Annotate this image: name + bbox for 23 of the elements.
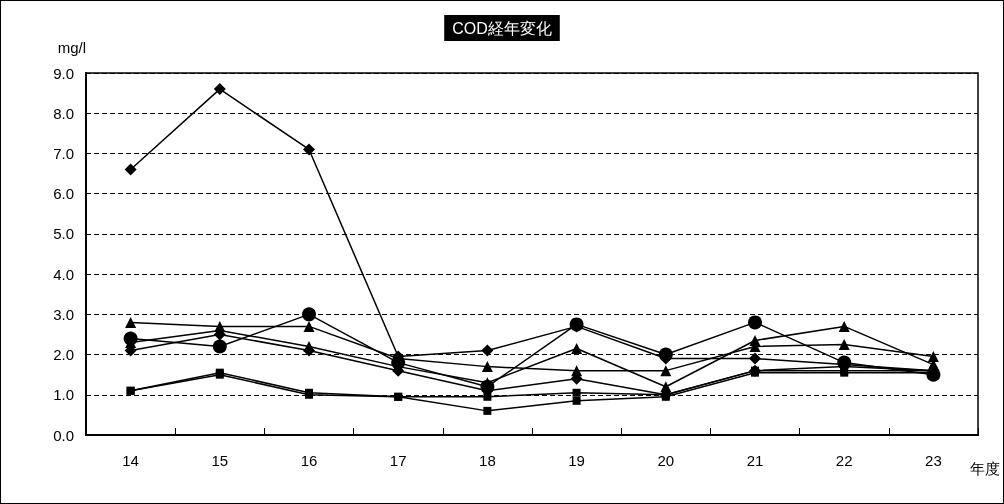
x-tick-label: 21	[746, 452, 764, 469]
y-tick-label: 7.0	[53, 144, 74, 162]
x-tick-label: 19	[568, 452, 585, 469]
y-tick-label: 4.0	[53, 265, 74, 283]
x-tick-label: 16	[300, 452, 318, 469]
x-tick-label: 20	[657, 452, 675, 469]
y-tick-label: 8.0	[53, 104, 74, 122]
y-tick-label: 0.0	[53, 426, 74, 444]
x-tick-label: 22	[835, 452, 853, 469]
x-axis-title: 年度	[970, 460, 1000, 477]
chart-title: COD経年変化	[452, 19, 552, 37]
y-tick-label: 6.0	[53, 185, 74, 203]
y-tick-label: 2.0	[53, 346, 74, 364]
y-tick-label: 3.0	[53, 305, 74, 323]
y-tick-label: 1.0	[53, 386, 74, 404]
y-tick-label: 9.0	[53, 64, 74, 82]
x-tick-label: 14	[122, 452, 139, 469]
x-tick-label: 23	[925, 452, 942, 469]
x-tick-label: 18	[479, 452, 496, 469]
y-axis-title: mg/l	[57, 39, 86, 56]
y-tick-label: 5.0	[53, 225, 74, 243]
x-tick-label: 17	[389, 452, 407, 469]
x-tick-label: 15	[211, 452, 229, 469]
